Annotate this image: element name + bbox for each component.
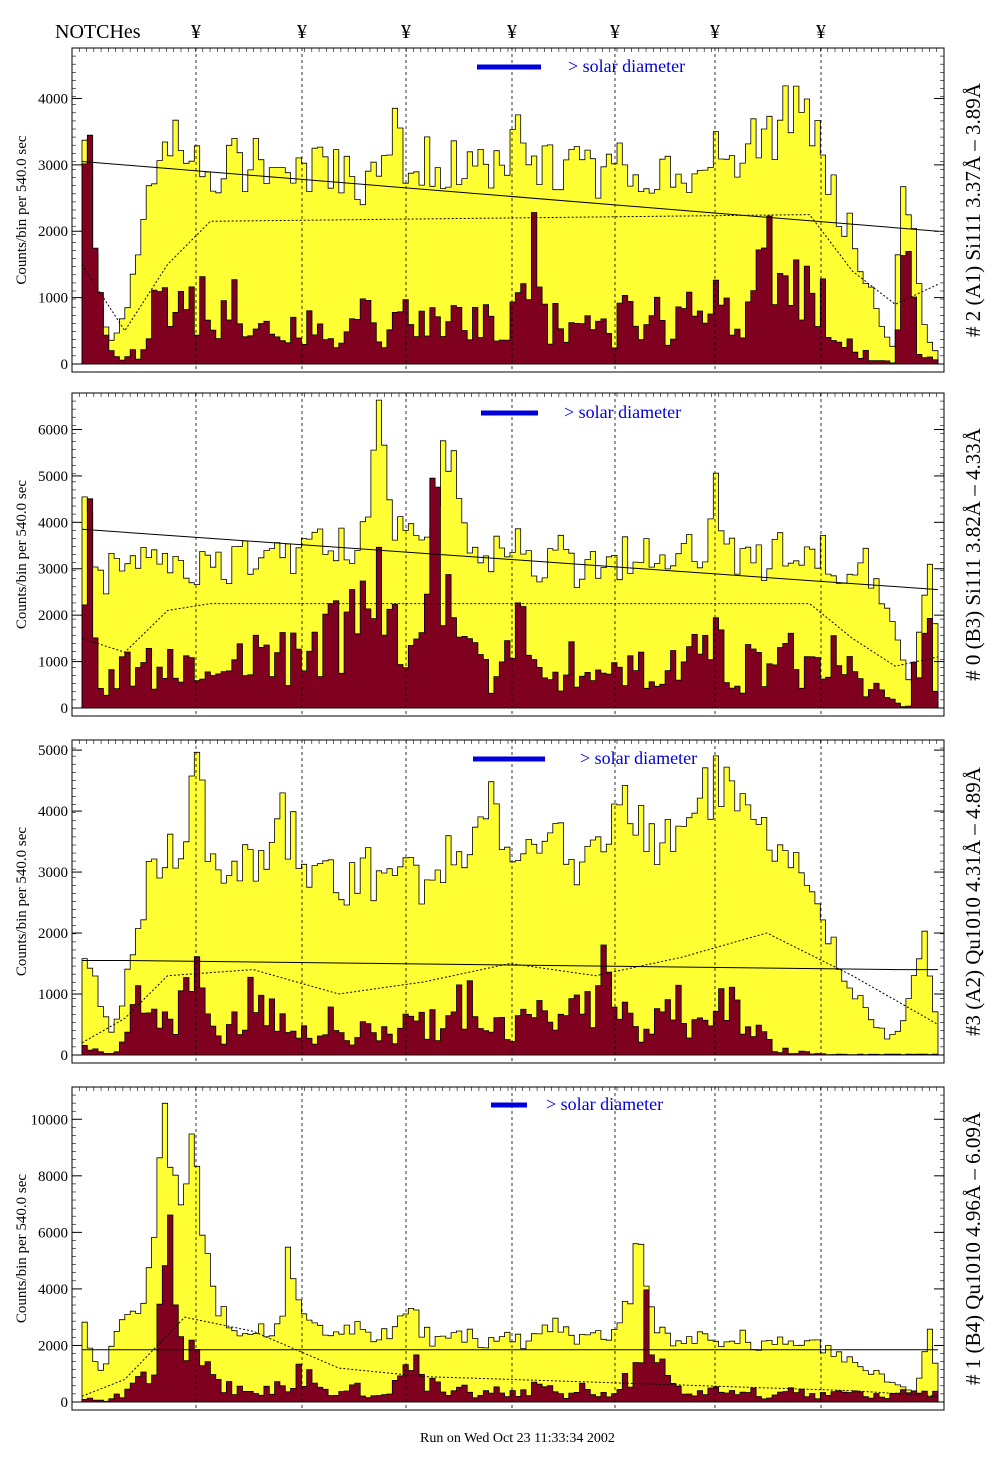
- series-component: [81, 477, 939, 709]
- panel-title: # 1 (B4) Qu1010 4.96Å – 6.09Å: [961, 1111, 985, 1385]
- series-component: [81, 1214, 939, 1403]
- y-tick-label: 0: [61, 701, 69, 717]
- y-tick-label: 5000: [38, 743, 68, 759]
- y-axis-label: Counts/bin per 540.0 sec: [14, 827, 30, 976]
- series-component: [81, 944, 939, 1056]
- series-trend: [82, 960, 938, 971]
- y-tick-label: 2000: [38, 1338, 68, 1354]
- y-tick-label: 0: [61, 1395, 69, 1411]
- y-tick-label: 3000: [38, 158, 68, 174]
- series-component: [81, 134, 939, 365]
- panel-3: 0 1000 2000 3000 4000 5000 Counts/bin per 540.…: [14, 739, 985, 1064]
- y-tick-label: 10000: [31, 1112, 69, 1128]
- panel-title: # 2 (A1) Si111 3.37Å – 3.89Å: [961, 82, 985, 337]
- series-dotted: [81, 603, 939, 667]
- y-tick-label: 2000: [38, 224, 68, 240]
- series-total: [81, 1102, 939, 1403]
- y-tick-label: 0: [61, 1048, 69, 1064]
- panels: 0 1000 2000 3000 4000 Counts/bin per 540.0 se…: [14, 47, 985, 1411]
- y-tick-label: 4000: [38, 91, 68, 107]
- notch-marker-6: ¥: [710, 21, 720, 43]
- notch-header: NOTCHes ¥ ¥ ¥ ¥ ¥ ¥ ¥: [55, 21, 826, 43]
- panel-1: 0 1000 2000 3000 4000 Counts/bin per 540.0 se…: [14, 47, 985, 373]
- y-tick-label: 3000: [38, 562, 68, 578]
- series-dotted: [81, 1316, 939, 1397]
- y-tick-label: 1000: [38, 655, 68, 671]
- solar-diameter-label: > solar diameter: [580, 748, 697, 768]
- y-tick-label: 8000: [38, 1169, 68, 1185]
- notch-marker-5: ¥: [610, 21, 620, 43]
- notch-marker-3: ¥: [401, 21, 411, 43]
- notch-marker-1: ¥: [191, 21, 201, 43]
- solar-diameter-label: > solar diameter: [564, 402, 681, 422]
- y-axis-label: Counts/bin per 540.0 sec: [14, 135, 30, 284]
- panel-4: 0 2000 4000 6000 8000 10000 Counts/bin per 540…: [14, 1086, 985, 1411]
- y-axis-label: Counts/bin per 540.0 sec: [14, 480, 30, 629]
- y-tick-label: 1000: [38, 291, 68, 307]
- y-tick-label: 6000: [38, 1225, 68, 1241]
- notch-marker-4: ¥: [507, 21, 517, 43]
- series-trend: [81, 528, 939, 591]
- panel-title: # 0 (B3) Si111 3.82Å – 4.33Å: [961, 427, 985, 681]
- series-trend: [81, 161, 939, 232]
- panel-2: 0 1000 2000 3000 4000 5000 6000 Counts/bin per …: [14, 392, 985, 717]
- y-tick-label: 4000: [38, 1282, 68, 1298]
- series-dotted: [81, 932, 939, 1044]
- y-tick-label: 3000: [38, 865, 68, 881]
- notch-marker-7: ¥: [816, 21, 826, 43]
- y-tick-label: 1000: [38, 987, 68, 1003]
- run-footer: Run on Wed Oct 23 11:33:34 2002: [420, 1431, 615, 1446]
- y-tick-label: 6000: [38, 422, 68, 438]
- notch-marker-2: ¥: [297, 21, 307, 43]
- series-dotted: [81, 214, 939, 332]
- notches-label: NOTCHes: [55, 21, 141, 43]
- y-tick-label: 2000: [38, 926, 68, 942]
- panel-title: #3 (A2) Qu1010 4.31Å – 4.89Å: [961, 766, 985, 1036]
- solar-diameter-label: > solar diameter: [546, 1094, 663, 1114]
- y-axis-label: Counts/bin per 540.0 sec: [14, 1174, 30, 1323]
- series-total: [81, 751, 939, 1056]
- y-tick-label: 0: [61, 357, 69, 373]
- series-total: [81, 85, 939, 365]
- y-tick-label: 5000: [38, 469, 68, 485]
- y-tick-label: 2000: [38, 608, 68, 624]
- solar-diameter-label: > solar diameter: [568, 56, 685, 76]
- y-tick-label: 4000: [38, 515, 68, 531]
- y-tick-label: 4000: [38, 804, 68, 820]
